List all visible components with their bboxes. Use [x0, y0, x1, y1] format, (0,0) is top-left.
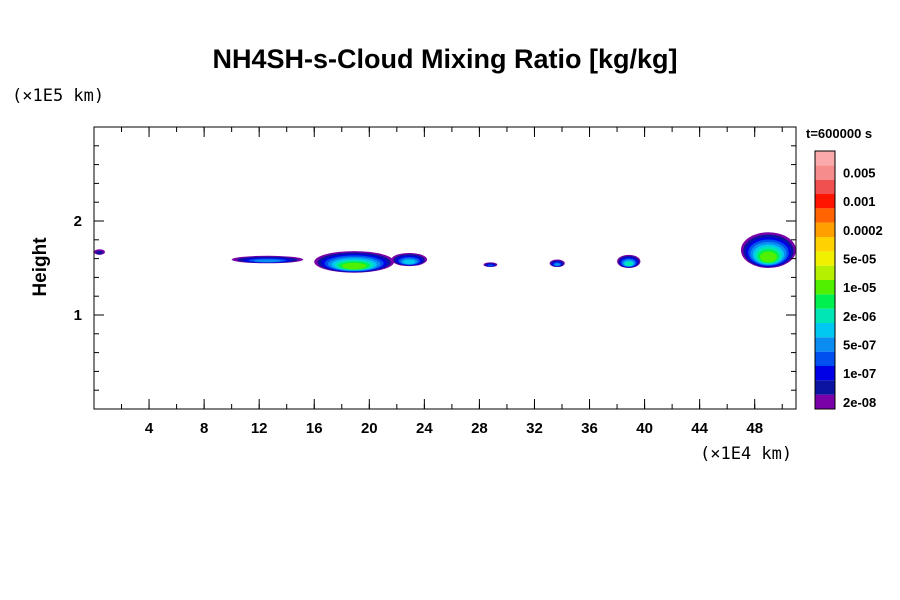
colorbar-swatch — [815, 294, 835, 309]
colorbar: 2e-08 1e-07 5e-07 2e-06 1e-05 5e-05 0.0002 0.00… — [814, 150, 883, 410]
cloud-patch-1 — [94, 249, 106, 255]
x-axis-unit: (×1E4 km) — [700, 444, 793, 464]
y-tick-label: 1 — [74, 307, 82, 324]
plot-area — [94, 232, 796, 273]
x-tick-label: 8 — [200, 420, 208, 437]
cloud-contour-level-1 — [96, 250, 103, 255]
colorbar-label: 1e-05 — [843, 280, 876, 295]
cloud-patch-7 — [617, 254, 641, 268]
colorbar-label: 5e-07 — [843, 338, 876, 353]
cloud-patch-6 — [549, 259, 565, 268]
y-tick-label: 2 — [74, 213, 82, 230]
time-label: t=600000 s — [806, 126, 873, 141]
cloud-patch-8 — [740, 232, 796, 268]
x-tick-label: 32 — [526, 420, 543, 437]
colorbar-swatch — [815, 394, 835, 409]
colorbar-swatch — [815, 151, 835, 166]
cloud-contour-level-8 — [341, 262, 367, 270]
x-tick-label: 4 — [145, 420, 154, 437]
colorbar-swatch — [815, 337, 835, 352]
colorbar-swatch — [815, 280, 835, 295]
cloud-contour-level-8 — [760, 251, 777, 263]
colorbar-swatch — [815, 251, 835, 266]
colorbar-label: 1e-07 — [843, 366, 876, 381]
x-tick-label: 44 — [691, 420, 708, 437]
colorbar-swatch — [815, 351, 835, 366]
colorbar-swatch — [815, 165, 835, 180]
cloud-patch-3 — [314, 251, 395, 273]
cloud-patch-2 — [231, 255, 304, 264]
colorbar-swatch — [815, 222, 835, 237]
chart-title: NH4SH-s-Cloud Mixing Ratio [kg/kg] — [212, 44, 678, 74]
colorbar-swatch — [815, 308, 835, 323]
colorbar-label: 2e-06 — [843, 309, 876, 324]
colorbar-label: 5e-05 — [843, 252, 876, 267]
cloud-patch-5 — [483, 262, 498, 268]
cloud-contour-level-5 — [402, 259, 416, 265]
x-tick-label: 48 — [746, 420, 763, 437]
cloud-contour-level-4 — [253, 259, 281, 263]
x-tick-label: 28 — [471, 420, 488, 437]
x-tick-label: 16 — [306, 420, 323, 437]
colorbar-swatch — [815, 194, 835, 209]
cloud-contour-level-6 — [624, 261, 633, 267]
x-tick-label: 20 — [361, 420, 378, 437]
x-tick-label: 24 — [416, 420, 433, 437]
x-tick-label: 40 — [636, 420, 653, 437]
cloud-contour-level-3 — [487, 264, 494, 267]
y-axis-unit: (×1E5 km) — [12, 86, 105, 106]
colorbar-swatch — [815, 237, 835, 252]
colorbar-label: 2e-08 — [843, 395, 876, 410]
colorbar-swatch — [815, 380, 835, 395]
colorbar-swatch — [815, 366, 835, 381]
colorbar-label: 0.001 — [843, 194, 876, 209]
colorbar-swatch — [815, 208, 835, 223]
colorbar-label: 0.005 — [843, 166, 876, 181]
colorbar-swatch — [815, 179, 835, 194]
x-tick-label: 12 — [251, 420, 268, 437]
cloud-field — [94, 232, 796, 273]
colorbar-swatch — [815, 265, 835, 280]
cloud-contour-level-4 — [554, 263, 561, 267]
colorbar-frame — [814, 150, 836, 410]
colorbar-label: 0.0002 — [843, 223, 883, 238]
colorbar-swatch — [815, 323, 835, 338]
plot-frame — [93, 126, 797, 410]
x-tick-label: 36 — [581, 420, 598, 437]
cloud-patch-4 — [391, 252, 428, 267]
